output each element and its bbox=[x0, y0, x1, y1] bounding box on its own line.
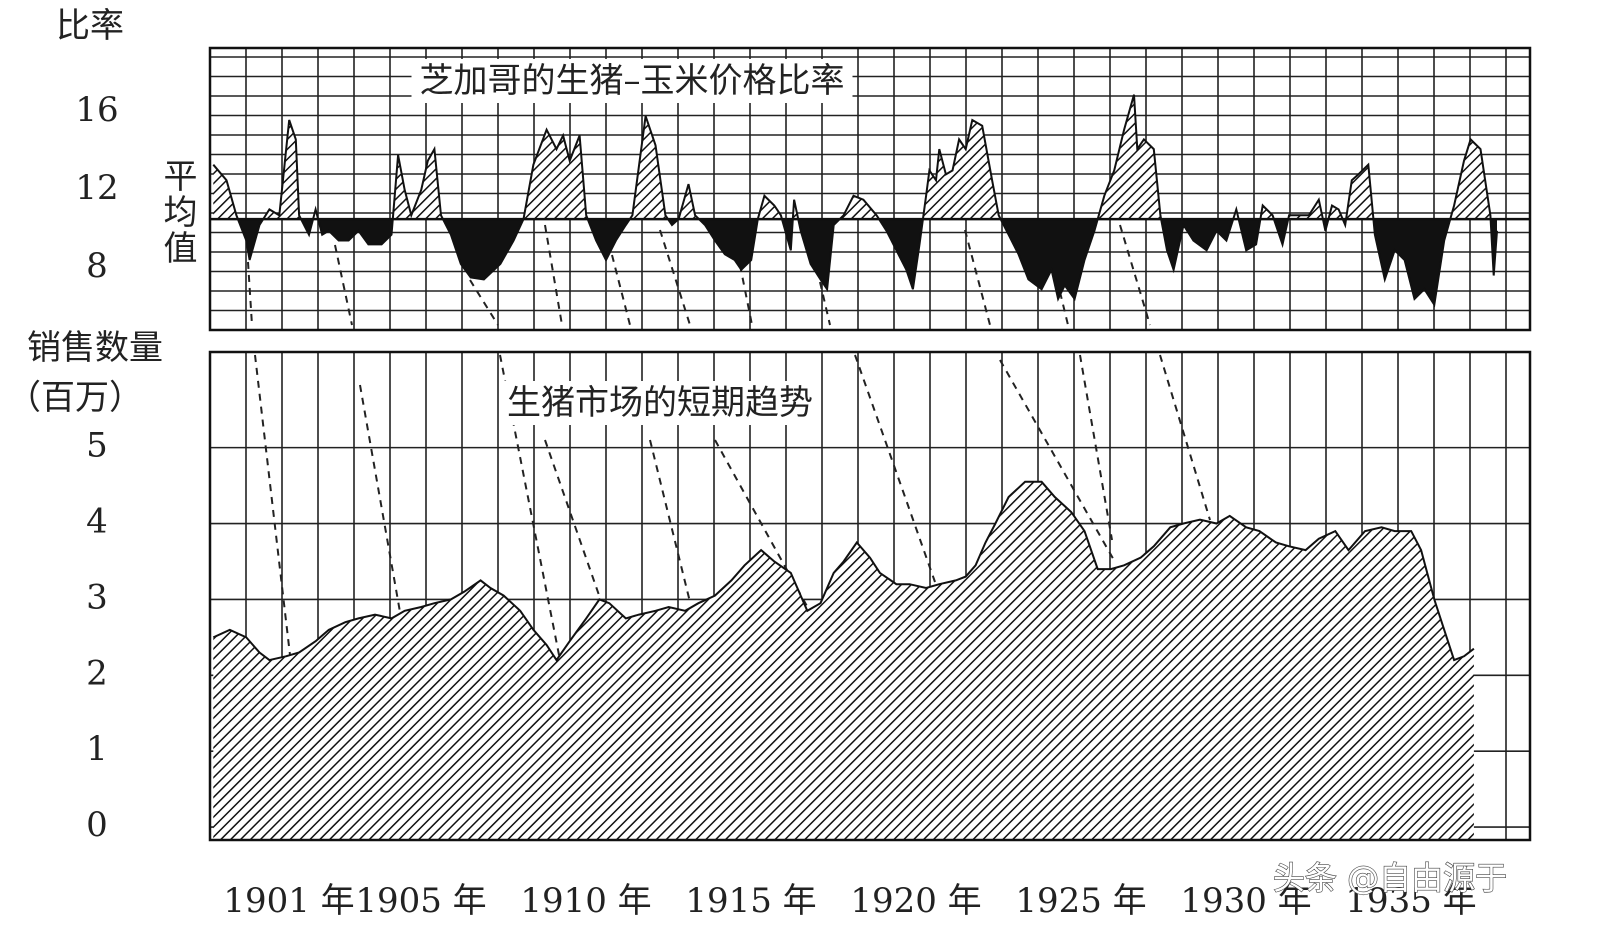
connector bbox=[739, 264, 753, 326]
y-tick-label: 0 bbox=[86, 805, 108, 845]
connector bbox=[659, 229, 691, 326]
y-tick-label: 2 bbox=[86, 653, 108, 693]
connector bbox=[247, 261, 253, 326]
connector bbox=[854, 354, 936, 583]
y-axis-unit: （百万） bbox=[7, 378, 143, 418]
x-tick-label: 1910 年 bbox=[520, 881, 651, 921]
connector bbox=[649, 439, 691, 603]
connector bbox=[254, 354, 291, 656]
connector bbox=[1079, 354, 1113, 541]
x-tick-label: 1915 年 bbox=[685, 881, 816, 921]
area-fill-above bbox=[213, 94, 1491, 220]
connector bbox=[359, 384, 401, 613]
chart-title: 生猪市场的短期趋势 bbox=[507, 383, 813, 423]
y-axis-label: 比率 bbox=[56, 6, 124, 46]
area-line bbox=[212, 480, 1475, 662]
y-axis-label: 销售数量 bbox=[27, 328, 163, 368]
y-tick-label: 4 bbox=[86, 502, 108, 542]
x-tick-label: 1905 年 bbox=[355, 881, 486, 921]
connector bbox=[544, 224, 563, 326]
plot-frame bbox=[208, 46, 1532, 332]
connector bbox=[469, 279, 499, 326]
y-tick-label: 8 bbox=[86, 246, 108, 286]
connector bbox=[334, 244, 353, 326]
area-line bbox=[212, 94, 1498, 308]
area-fill bbox=[213, 481, 1474, 840]
x-tick-label: 1920 年 bbox=[850, 881, 981, 921]
title-bg bbox=[499, 381, 821, 425]
baseline-label: 平均值 bbox=[157, 158, 197, 266]
chart-title: 芝加哥的生猪–玉米价格比率 bbox=[420, 61, 845, 101]
x-tick-label: 1901 年 bbox=[223, 881, 354, 921]
x-tick-label: 1935 年 bbox=[1345, 881, 1476, 921]
y-tick-label: 3 bbox=[86, 577, 108, 617]
watermark: 头条 @自由源于 bbox=[1273, 859, 1507, 897]
y-tick-label: 1 bbox=[86, 729, 108, 769]
connector bbox=[1119, 224, 1151, 326]
connector bbox=[611, 254, 631, 326]
y-tick-label: 16 bbox=[75, 90, 118, 130]
x-tick-label: 1925 年 bbox=[1015, 881, 1146, 921]
x-tick-label: 1930 年 bbox=[1180, 881, 1311, 921]
connector bbox=[1159, 354, 1211, 521]
connector bbox=[1059, 291, 1069, 326]
y-tick-label: 12 bbox=[75, 168, 118, 208]
data-layer bbox=[208, 46, 1532, 842]
connector bbox=[964, 229, 991, 326]
text-layer: 比率 销售数量 （百万） 平均值 81216芝加哥的生猪–玉米价格比率01234… bbox=[7, 6, 1508, 921]
plot-frame bbox=[208, 350, 1532, 842]
title-bg bbox=[411, 59, 853, 103]
area-fill-below bbox=[213, 219, 1497, 305]
y-tick-label: 5 bbox=[86, 426, 108, 466]
connector bbox=[544, 439, 601, 599]
